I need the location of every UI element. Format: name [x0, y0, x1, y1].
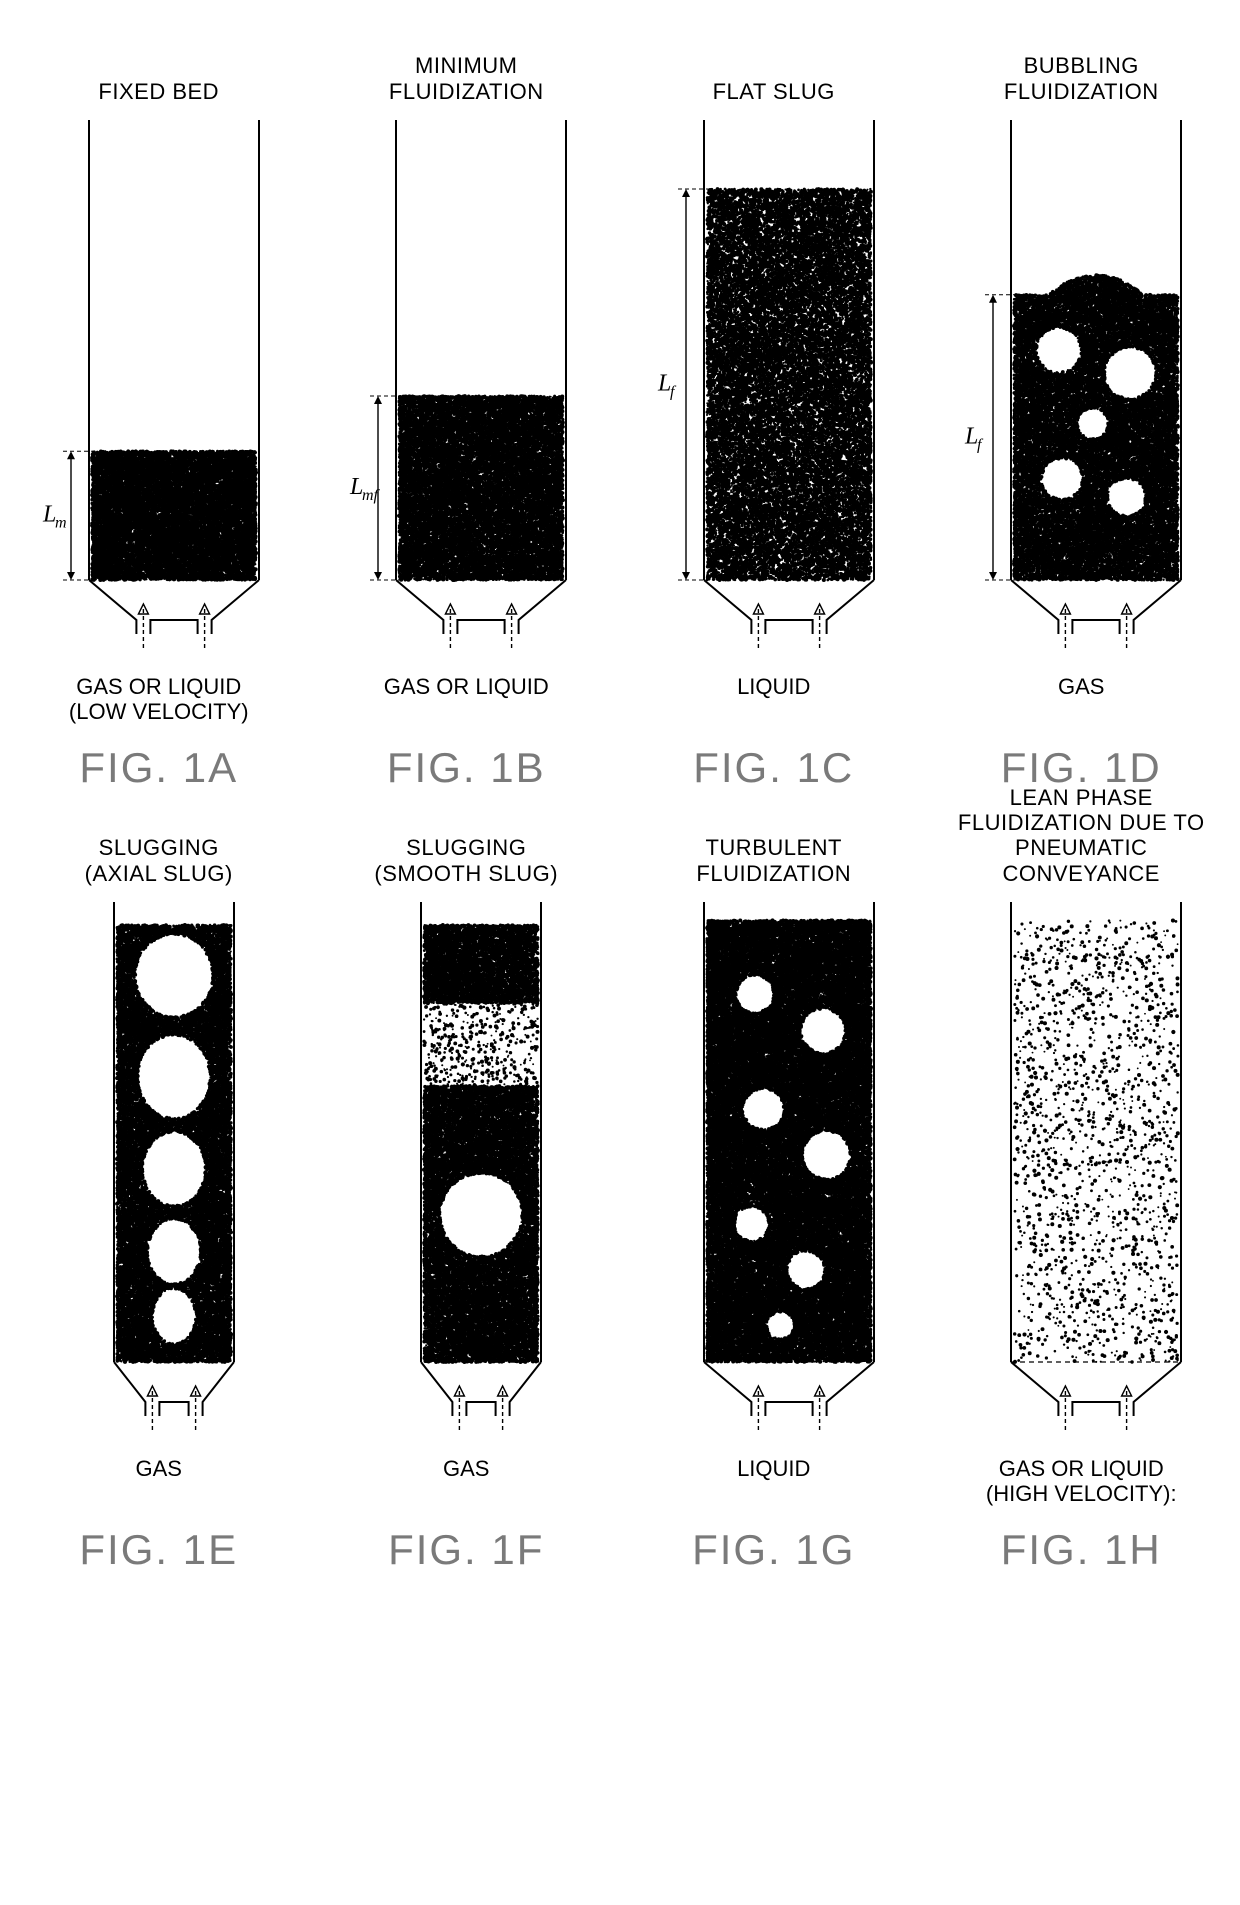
panel-title: FLAT SLUG [713, 20, 835, 110]
figure-label: FIG. 1B [387, 744, 546, 792]
inlet-label: GAS [443, 1456, 489, 1516]
panel-E: SLUGGING(AXIAL SLUG) GAS FIG. 1E [10, 802, 308, 1574]
panel-G: TURBULENTFLUIDIZATION LIQUID FIG. 1G [625, 802, 923, 1574]
figure-grid: FIXED BEDLmGAS OR LIQUID(LOW VELOCITY) FI… [10, 20, 1230, 1574]
figure-label: FIG. 1C [693, 744, 854, 792]
vessel-diagram [625, 892, 923, 1452]
inlet-label: GAS OR LIQUID(LOW VELOCITY) [69, 674, 249, 734]
figure-label: FIG. 1H [1001, 1526, 1162, 1574]
inlet-label: GAS [136, 1456, 182, 1516]
vessel-diagram: Lmf [318, 110, 616, 670]
panel-title: MINIMUMFLUIDIZATION [389, 20, 544, 110]
panel-title: SLUGGING(SMOOTH SLUG) [374, 802, 558, 892]
vessel-diagram: Lm [10, 110, 308, 670]
vessel-diagram [318, 892, 616, 1452]
inlet-label: LIQUID [737, 1456, 810, 1516]
vessel-diagram: Lf [933, 110, 1231, 670]
vessel-diagram [10, 892, 308, 1452]
panel-F: SLUGGING(SMOOTH SLUG) GAS FIG. 1F [318, 802, 616, 1574]
figure-label: FIG. 1E [79, 1526, 238, 1574]
panel-title: BUBBLINGFLUIDIZATION [1004, 20, 1159, 110]
panel-D: BUBBLINGFLUIDIZATIONLfGASFIG. 1D [933, 20, 1231, 792]
inlet-label: LIQUID [737, 674, 810, 734]
vessel-diagram [933, 892, 1231, 1452]
figure-label: FIG. 1G [692, 1526, 855, 1574]
inlet-label: GAS [1058, 674, 1104, 734]
panel-B: MINIMUMFLUIDIZATIONLmfGAS OR LIQUID FIG. … [318, 20, 616, 792]
panel-C: FLAT SLUGLfLIQUID FIG. 1C [625, 20, 923, 792]
panel-title: LEAN PHASEFLUIDIZATION DUE TOPNEUMATICCO… [958, 802, 1205, 892]
figure-label: FIG. 1F [388, 1526, 544, 1574]
inlet-label: GAS OR LIQUID(HIGH VELOCITY): [986, 1456, 1177, 1516]
panel-title: SLUGGING(AXIAL SLUG) [85, 802, 233, 892]
panel-title: TURBULENTFLUIDIZATION [696, 802, 851, 892]
figure-label: FIG. 1A [79, 744, 238, 792]
panel-title: FIXED BED [98, 20, 219, 110]
inlet-label: GAS OR LIQUID [384, 674, 549, 734]
panel-A: FIXED BEDLmGAS OR LIQUID(LOW VELOCITY) FI… [10, 20, 308, 792]
panel-H: LEAN PHASEFLUIDIZATION DUE TOPNEUMATICCO… [933, 802, 1231, 1574]
vessel-diagram: Lf [625, 110, 923, 670]
